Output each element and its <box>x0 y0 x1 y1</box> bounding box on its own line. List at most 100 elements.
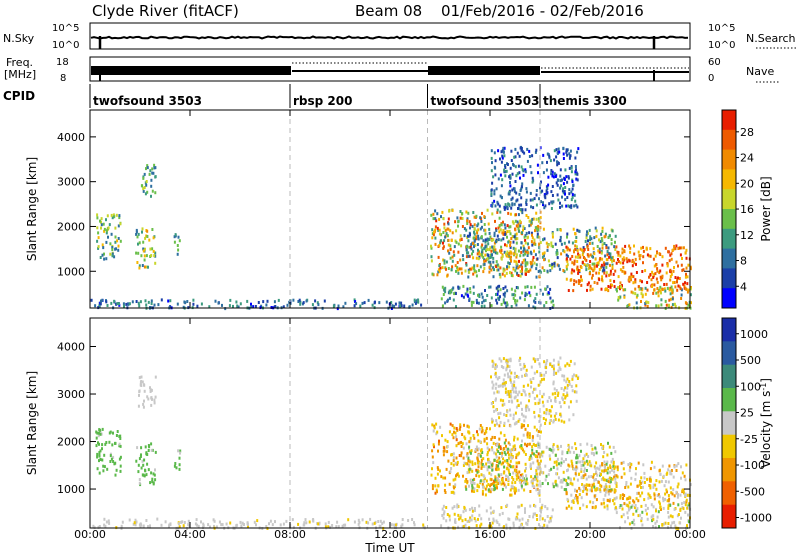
data-cell <box>106 304 109 307</box>
station-title: Clyde River (fitACF) <box>92 2 239 20</box>
data-cell <box>109 242 112 246</box>
data-cell <box>648 477 651 481</box>
data-cell <box>612 463 615 467</box>
data-cell <box>479 227 482 231</box>
data-cell <box>548 263 551 267</box>
data-cell <box>303 523 306 527</box>
data-cell <box>494 219 496 223</box>
data-cell <box>607 285 610 288</box>
data-cell <box>574 467 577 471</box>
data-cell <box>422 525 425 529</box>
data-cell <box>516 286 519 290</box>
data-cell <box>508 453 510 457</box>
data-cell <box>504 301 507 305</box>
data-cell <box>546 269 549 273</box>
data-cell <box>655 263 657 267</box>
data-cell <box>642 261 644 265</box>
data-cell <box>566 386 569 390</box>
data-cell <box>581 253 584 257</box>
data-cell <box>476 489 479 493</box>
data-cell <box>614 481 617 485</box>
data-cell <box>665 271 668 275</box>
data-cell <box>462 474 464 478</box>
data-cell <box>577 147 580 151</box>
data-cell <box>484 228 487 232</box>
data-cell <box>495 293 497 296</box>
data-cell <box>142 525 145 529</box>
data-cell <box>442 245 445 249</box>
data-cell <box>145 183 148 187</box>
data-cell <box>440 524 443 528</box>
data-cell <box>490 156 493 160</box>
data-cell <box>148 172 151 176</box>
data-cell <box>509 225 512 229</box>
data-cell <box>649 495 652 499</box>
data-cell <box>613 279 616 283</box>
data-cell <box>471 509 474 513</box>
data-cell <box>510 274 513 277</box>
data-cell <box>500 196 503 199</box>
data-cell <box>498 456 501 460</box>
data-cell <box>549 457 552 461</box>
data-cell <box>438 244 441 247</box>
data-cell <box>331 524 334 527</box>
data-cell <box>445 519 448 523</box>
data-cell <box>517 222 520 226</box>
data-cell <box>598 268 601 271</box>
data-cell <box>98 453 101 457</box>
colorbar-swatch <box>722 318 736 342</box>
data-cell <box>598 238 600 242</box>
data-cell <box>598 278 601 282</box>
data-cell <box>482 239 485 243</box>
data-cell <box>589 235 592 239</box>
data-cell <box>473 436 476 440</box>
data-cell <box>463 423 465 427</box>
data-cell <box>605 462 608 466</box>
data-cell <box>481 301 484 305</box>
data-cell <box>590 486 593 490</box>
data-cell <box>561 450 564 454</box>
data-cell <box>492 401 494 404</box>
data-cell <box>554 479 557 483</box>
data-cell <box>626 511 629 515</box>
data-cell <box>549 287 552 291</box>
data-cell <box>559 228 562 232</box>
data-cell <box>192 302 195 306</box>
data-cell <box>487 483 490 486</box>
data-cell <box>492 517 495 521</box>
data-cell <box>566 383 569 387</box>
data-cell <box>378 301 381 305</box>
data-cell <box>186 300 189 303</box>
data-cell <box>484 487 487 491</box>
data-cell <box>569 278 572 282</box>
data-cell <box>496 263 499 267</box>
data-cell <box>599 257 602 260</box>
data-cell <box>575 390 578 394</box>
data-cell <box>511 235 514 238</box>
data-cell <box>576 178 579 182</box>
data-cell <box>496 377 499 381</box>
data-cell <box>459 210 462 213</box>
data-cell <box>446 513 449 516</box>
data-cell <box>543 193 546 197</box>
data-cell <box>571 446 574 450</box>
colorbar-swatch <box>722 268 736 289</box>
data-cell <box>609 279 612 283</box>
data-cell <box>588 271 591 275</box>
data-cell <box>246 522 249 525</box>
data-cell <box>461 217 464 220</box>
data-cell <box>619 254 622 258</box>
data-cell <box>472 256 475 260</box>
data-cell <box>496 268 499 272</box>
data-cell <box>671 297 674 301</box>
data-cell <box>490 296 493 300</box>
data-cell <box>515 405 518 409</box>
data-cell <box>490 188 493 192</box>
data-cell <box>431 236 434 240</box>
data-cell <box>140 254 143 258</box>
data-cell <box>491 359 494 363</box>
data-cell <box>304 518 307 522</box>
data-cell <box>517 207 519 210</box>
data-cell <box>516 237 519 241</box>
